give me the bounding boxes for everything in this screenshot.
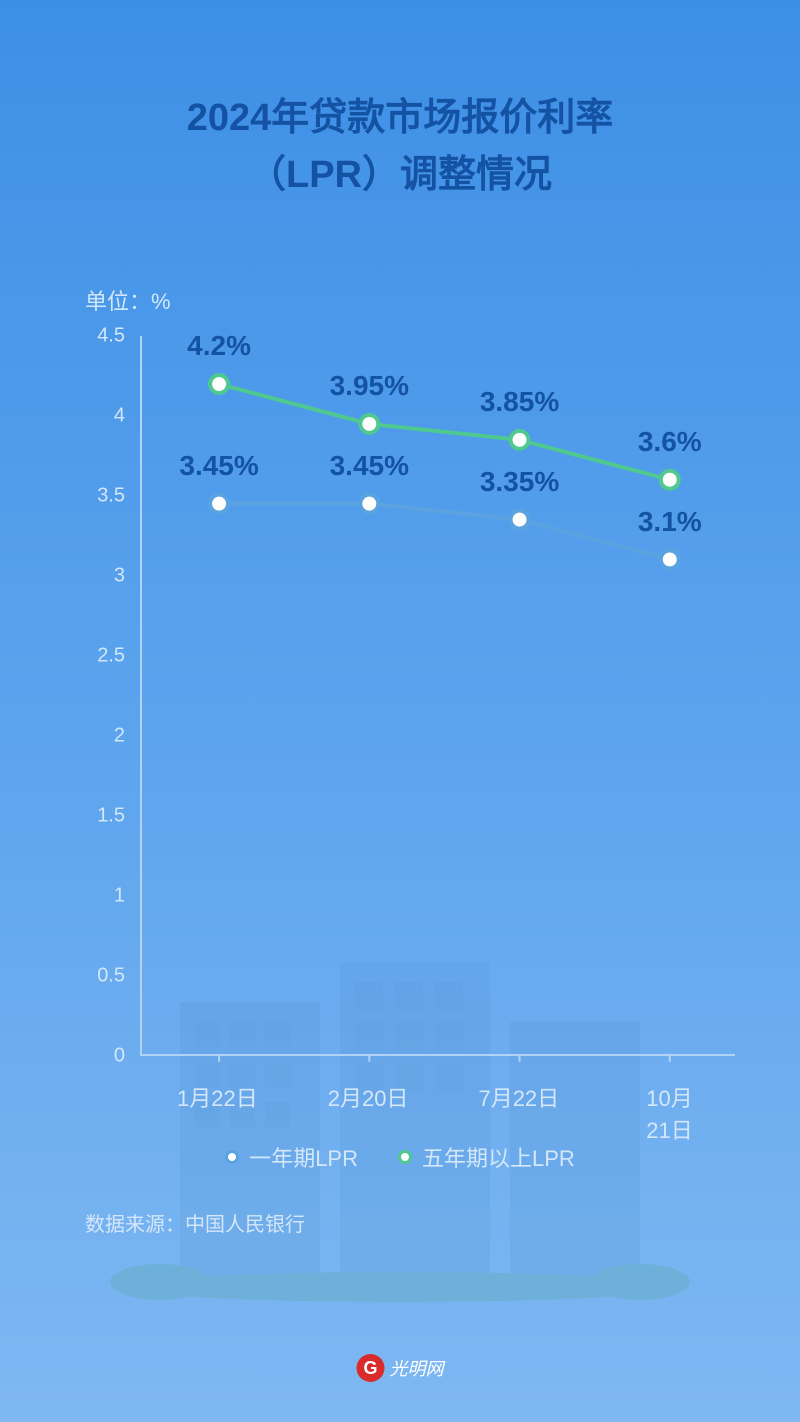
legend-label: 五年期以上LPR	[422, 1141, 575, 1173]
data-point	[360, 495, 378, 513]
y-tick-label: 3	[114, 565, 125, 588]
data-point	[661, 550, 679, 568]
y-tick-label: 0.5	[97, 965, 125, 988]
series-line	[219, 384, 670, 480]
x-tick-label: 10月21日	[637, 1061, 702, 1145]
logo-text: 光明网	[390, 1355, 444, 1381]
data-label: 3.45%	[179, 450, 258, 482]
title-line-2: （LPR）调整情况	[55, 147, 745, 204]
x-axis: 1月22日2月20日7月22日10月21日	[140, 1061, 735, 1116]
chart-title: 2024年贷款市场报价利率 （LPR）调整情况	[55, 90, 745, 204]
y-tick-label: 4.5	[97, 325, 125, 348]
y-tick-label: 1	[114, 885, 125, 908]
y-tick-label: 4	[114, 405, 125, 428]
data-point	[210, 495, 228, 513]
plot-area: 3.45%3.45%3.35%3.1%4.2%3.95%3.85%3.6%	[140, 336, 735, 1056]
y-tick-label: 3.5	[97, 485, 125, 508]
data-label: 3.85%	[480, 386, 559, 418]
x-tick-label: 7月22日	[478, 1061, 559, 1113]
data-point	[511, 511, 529, 529]
chart-area: 00.511.522.533.544.5 3.45%3.45%3.35%3.1%…	[85, 336, 735, 1116]
legend-item: 一年期LPR	[225, 1141, 358, 1173]
y-tick-label: 0	[114, 1045, 125, 1068]
legend: 一年期LPR 五年期以上LPR	[55, 1141, 745, 1173]
data-point	[360, 415, 378, 433]
x-tick-label: 2月20日	[328, 1061, 409, 1113]
legend-label: 一年期LPR	[249, 1141, 358, 1173]
data-label: 4.2%	[187, 330, 251, 362]
y-tick-label: 1.5	[97, 805, 125, 828]
logo-badge: G	[357, 1354, 385, 1382]
legend-item: 五年期以上LPR	[398, 1141, 575, 1173]
data-label: 3.95%	[330, 370, 409, 402]
y-axis: 00.511.522.533.544.5	[85, 336, 135, 1056]
legend-marker	[398, 1150, 412, 1164]
y-tick-label: 2	[114, 725, 125, 748]
data-point	[511, 431, 529, 449]
x-tick-label: 1月22日	[177, 1061, 258, 1113]
data-label: 3.1%	[638, 506, 702, 538]
data-point	[210, 375, 228, 393]
data-label: 3.35%	[480, 466, 559, 498]
y-tick-label: 2.5	[97, 645, 125, 668]
data-label: 3.6%	[638, 426, 702, 458]
data-source: 数据来源：中国人民银行	[85, 1208, 745, 1237]
site-logo: G 光明网	[357, 1354, 444, 1382]
unit-label: 单位：%	[85, 284, 745, 316]
legend-marker	[225, 1150, 239, 1164]
data-label: 3.45%	[330, 450, 409, 482]
data-point	[661, 471, 679, 489]
series-line	[219, 504, 670, 560]
title-line-1: 2024年贷款市场报价利率	[55, 90, 745, 147]
